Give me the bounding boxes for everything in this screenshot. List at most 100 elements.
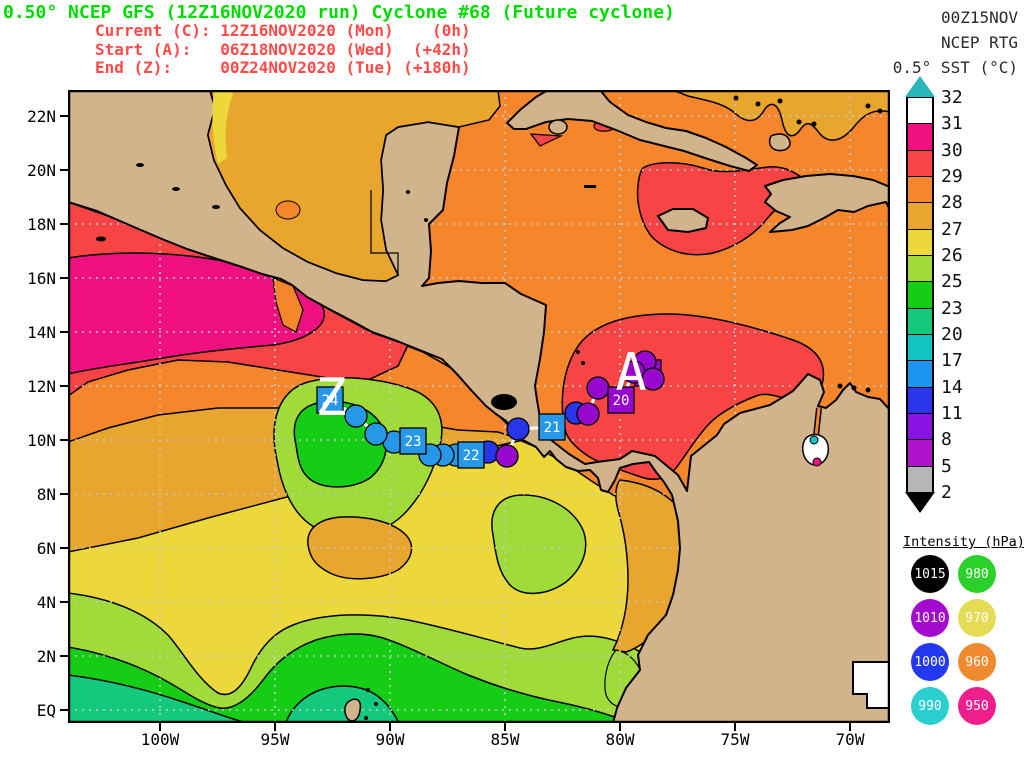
lon-label: 75W: [720, 730, 750, 749]
map-canvas: 20 21 22 23 24 A Z: [67, 89, 891, 724]
lat-tick: [60, 655, 68, 657]
colorbar-segment: [906, 228, 934, 255]
track-point-circle: [506, 417, 530, 441]
lat-label: 22N: [27, 107, 56, 126]
colorbar-segment: [906, 465, 934, 492]
lon-label: 80W: [605, 730, 635, 749]
lon-label: 100W: [140, 730, 180, 749]
colorbar-segment: [906, 307, 934, 334]
lat-label: 10N: [27, 431, 56, 450]
colorbar-value: 25: [941, 271, 963, 293]
colorbar-value: 2: [941, 481, 952, 503]
colorbar-value: 20: [941, 323, 963, 345]
colorbar-segment: [906, 175, 934, 203]
intensity-circle-1010: 1010: [911, 599, 949, 637]
lat-tick: [60, 223, 68, 225]
lat-label: 20N: [27, 161, 56, 180]
track-date-square: [538, 413, 566, 441]
track-date-square: [399, 427, 427, 455]
colorbar-value: 31: [941, 113, 963, 135]
lat-label: 8N: [36, 485, 56, 504]
track-date-label: 24: [322, 393, 339, 409]
track-date-square: [607, 386, 635, 414]
lat-label: 14N: [27, 323, 56, 342]
colorbar-segment: [906, 281, 934, 308]
colorbar-value: 27: [941, 218, 963, 240]
lon-tick: [389, 723, 391, 731]
track-letter-A: A: [615, 343, 646, 403]
lon-tick: [159, 723, 161, 731]
lat-tick: [60, 277, 68, 279]
lat-label: 6N: [36, 539, 56, 558]
intensity-circle-970: 970: [958, 599, 996, 637]
lat-label: 2N: [36, 647, 56, 666]
track-point-circle: [495, 444, 519, 468]
colorbar-value: 17: [941, 350, 963, 372]
lon-tick: [619, 723, 621, 731]
track-date-label: 23: [405, 434, 422, 450]
colorbar-segment: [906, 254, 934, 282]
colorbar-segment: [906, 439, 934, 466]
page-title: 0.50° NCEP GFS (12Z16NOV2020 run) Cyclon…: [3, 2, 675, 23]
track-point-circle: [344, 404, 368, 428]
lat-label: 12N: [27, 377, 56, 396]
lat-tick: [60, 709, 68, 711]
colorbar-value: 32: [941, 87, 963, 108]
track-point-circle: [586, 376, 610, 400]
colorbar-value: 11: [941, 402, 963, 424]
colorbar-segment: [906, 386, 934, 413]
colorbar-value: 23: [941, 297, 963, 319]
lat-tick: [60, 493, 68, 495]
track-date-label: 22: [463, 448, 480, 464]
lat-tick: [60, 115, 68, 117]
cyclone-track: 20 21 22 23 24 A Z: [315, 343, 665, 469]
colorbar-segment: [906, 412, 934, 440]
lat-tick: [60, 331, 68, 333]
colorbar-value: 26: [941, 244, 963, 266]
intensity-circle-980: 980: [958, 555, 996, 593]
track-point-circle: [641, 367, 665, 391]
lon-tick: [849, 723, 851, 731]
colorbar-segment: [906, 123, 934, 150]
lon-label: 95W: [260, 730, 290, 749]
track-date-square: [457, 441, 485, 469]
sst-track-map: 20 21 22 23 24 A Z: [67, 89, 891, 724]
colorbar-value: 8: [941, 429, 952, 451]
track-date-label: 21: [544, 420, 561, 436]
landmass-layer: [67, 89, 891, 724]
sea-sst-field: [67, 89, 891, 724]
colorbar-segment: [906, 202, 934, 229]
sst-source-text: 00Z15NOV NCEP RTG 0.5° SST (°C): [892, 8, 1018, 77]
track-point-circle: [364, 422, 388, 446]
lat-tick: [60, 385, 68, 387]
lat-label: 18N: [27, 215, 56, 234]
colorbar-top-arrow: [905, 76, 935, 97]
forecast-times-text: Current (C): 12Z16NOV2020 (Mon) (0h) Sta…: [95, 21, 471, 77]
lat-tick: [60, 601, 68, 603]
lon-tick: [274, 723, 276, 731]
lat-tick: [60, 439, 68, 441]
lat-label: 4N: [36, 593, 56, 612]
maracaibo-channel: [814, 407, 821, 437]
lat-tick: [60, 169, 68, 171]
colorbar-segment: [906, 149, 934, 176]
colorbar-segment: [906, 360, 934, 387]
lon-label: 85W: [490, 730, 520, 749]
track-letter-Z: Z: [315, 368, 346, 428]
lon-label: 90W: [375, 730, 405, 749]
lat-tick: [60, 547, 68, 549]
intensity-circle-1000: 1000: [911, 643, 949, 681]
colorbar-segment: [906, 333, 934, 361]
lon-tick: [504, 723, 506, 731]
colorbar-value: 5: [941, 455, 952, 477]
lon-label: 70W: [835, 730, 865, 749]
lon-tick: [734, 723, 736, 731]
colorbar-value: 30: [941, 139, 963, 161]
colorbar-segment: [906, 97, 934, 124]
intensity-circle-1015: 1015: [911, 555, 949, 593]
colorbar-value: 14: [941, 376, 963, 398]
map-border: [67, 89, 891, 724]
lat-label: 16N: [27, 269, 56, 288]
track-date-square: [316, 386, 344, 414]
